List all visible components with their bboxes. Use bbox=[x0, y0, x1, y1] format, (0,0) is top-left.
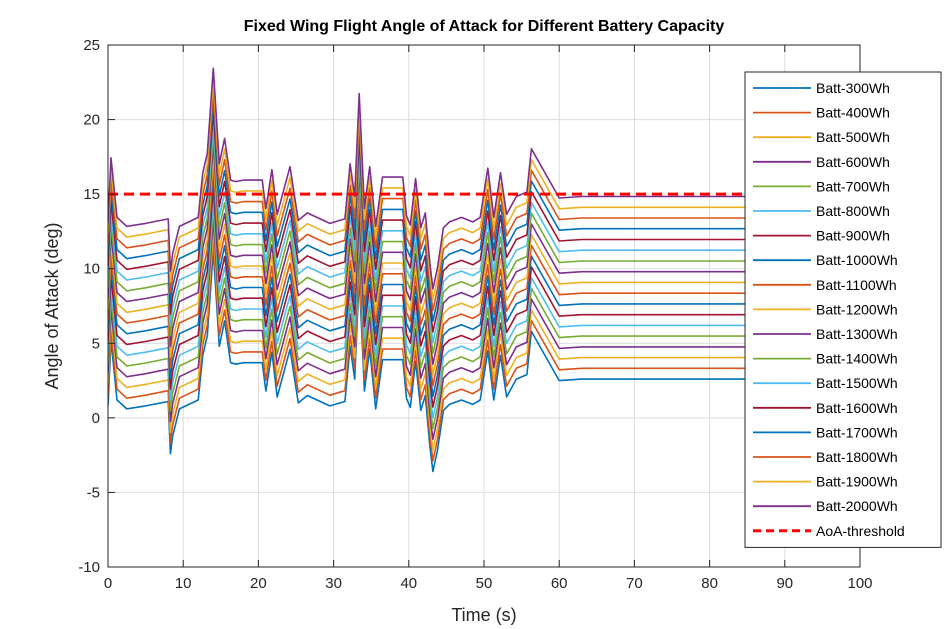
legend-label: Batt-1400Wh bbox=[816, 351, 898, 367]
x-tick-label: 80 bbox=[701, 575, 718, 592]
chart-title: Fixed Wing Flight Angle of Attack for Di… bbox=[244, 18, 725, 35]
axis-ticks: 0 10 20 30 40 50 60 70 80 90 100 -10 -5 0 5 10 15 20 25 bbox=[78, 37, 872, 592]
series-line-batt-2000wh bbox=[108, 67, 860, 290]
x-tick-label: 70 bbox=[626, 575, 643, 592]
legend-label: Batt-1000Wh bbox=[816, 252, 898, 268]
y-tick-label: 10 bbox=[83, 261, 100, 278]
x-tick-label: 90 bbox=[776, 575, 793, 592]
series-group bbox=[108, 67, 860, 473]
legend-label: Batt-1100Wh bbox=[816, 277, 897, 293]
legend-label: AoA-threshold bbox=[816, 523, 905, 539]
legend-label: Batt-1500Wh bbox=[816, 375, 898, 391]
x-axis-label: Time (s) bbox=[451, 605, 516, 625]
legend-label: Batt-1200Wh bbox=[816, 301, 898, 317]
x-tick-label: 20 bbox=[250, 575, 267, 592]
x-tick-label: 0 bbox=[104, 575, 112, 592]
legend-label: Batt-1300Wh bbox=[816, 326, 898, 342]
y-tick-label: 5 bbox=[92, 335, 100, 352]
legend-label: Batt-1900Wh bbox=[816, 474, 898, 490]
y-tick-label: -10 bbox=[78, 559, 100, 576]
y-tick-label: 0 bbox=[92, 410, 100, 427]
x-tick-label: 100 bbox=[847, 575, 872, 592]
legend-label: Batt-700Wh bbox=[816, 178, 890, 194]
y-tick-label: 20 bbox=[83, 112, 100, 129]
legend-label: Batt-2000Wh bbox=[816, 498, 898, 514]
y-tick-label: 15 bbox=[83, 186, 100, 203]
y-axis-label: Angle of Attack (deg) bbox=[42, 222, 62, 389]
x-tick-label: 60 bbox=[551, 575, 568, 592]
legend-label: Batt-1700Wh bbox=[816, 424, 898, 440]
legend-label: Batt-1600Wh bbox=[816, 400, 898, 416]
legend-label: Batt-600Wh bbox=[816, 154, 890, 170]
legend-label: Batt-400Wh bbox=[816, 105, 890, 121]
legend-label: Batt-1800Wh bbox=[816, 449, 898, 465]
legend: Batt-300Wh Batt-400Wh Batt-500Wh Batt-600Wh… bbox=[744, 71, 942, 548]
legend-label: Batt-500Wh bbox=[816, 129, 890, 145]
x-tick-label: 30 bbox=[325, 575, 342, 592]
legend-label: Batt-300Wh bbox=[816, 80, 890, 96]
y-tick-label: -5 bbox=[87, 484, 100, 501]
x-tick-label: 10 bbox=[175, 575, 192, 592]
x-tick-label: 50 bbox=[476, 575, 493, 592]
legend-label: Batt-900Wh bbox=[816, 228, 890, 244]
legend-label: Batt-800Wh bbox=[816, 203, 890, 219]
y-tick-label: 25 bbox=[83, 37, 100, 54]
x-tick-label: 40 bbox=[400, 575, 417, 592]
